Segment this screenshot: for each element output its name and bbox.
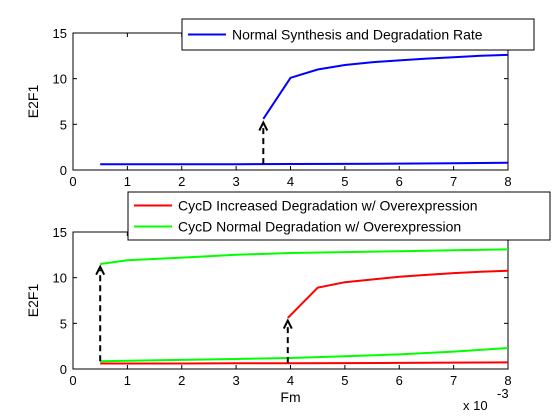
- x-tick-label: 4: [287, 373, 294, 388]
- y-tick-label: 15: [53, 26, 67, 41]
- x-tick-label: 4: [287, 174, 294, 189]
- x-axis-multiplier-exponent: -3: [497, 386, 509, 401]
- legend-entry-label: CycD Normal Degradation w/ Overexpressio…: [178, 219, 461, 235]
- series-line: [100, 362, 508, 363]
- x-tick-label: 6: [396, 373, 403, 388]
- y-tick-label: 5: [60, 117, 67, 132]
- y-tick-label: 15: [53, 225, 67, 240]
- x-tick-label: 2: [178, 174, 185, 189]
- y-tick-label: 0: [60, 163, 67, 178]
- legend-entry-label: Normal Synthesis and Degradation Rate: [232, 27, 483, 43]
- top-chart-panel: 0 1 2 3 4 5 6 7 8 0 5 10 15 E2F1 Normal Synthesis and …: [25, 19, 534, 189]
- x-tick-label: 1: [124, 373, 131, 388]
- x-axis-multiplier: x 10: [463, 398, 488, 413]
- x-tick-label: 5: [341, 174, 348, 189]
- y-tick-label: 10: [53, 72, 67, 87]
- plot-area: [73, 33, 508, 170]
- x-tick-label: 0: [69, 373, 76, 388]
- x-tick-label: 0: [69, 174, 76, 189]
- y-axis-label: E2F1: [25, 85, 41, 119]
- x-tick-label: 3: [233, 373, 240, 388]
- y-axis-label: E2F1: [25, 284, 41, 318]
- x-axis-label: Fm: [280, 389, 300, 405]
- x-tick-label: 7: [450, 174, 457, 189]
- x-tick-label: 1: [124, 174, 131, 189]
- x-tick-label: 8: [504, 174, 511, 189]
- x-tick-label: 6: [396, 174, 403, 189]
- x-tick-label: 5: [341, 373, 348, 388]
- x-tick-label: 7: [450, 373, 457, 388]
- y-tick-label: 10: [53, 271, 67, 286]
- y-tick-label: 5: [60, 316, 67, 331]
- x-tick-label: 3: [233, 174, 240, 189]
- x-tick-label: 2: [178, 373, 185, 388]
- legend-entry-label: CycD Increased Degradation w/ Overexpres…: [178, 198, 478, 214]
- y-tick-label: 0: [60, 362, 67, 377]
